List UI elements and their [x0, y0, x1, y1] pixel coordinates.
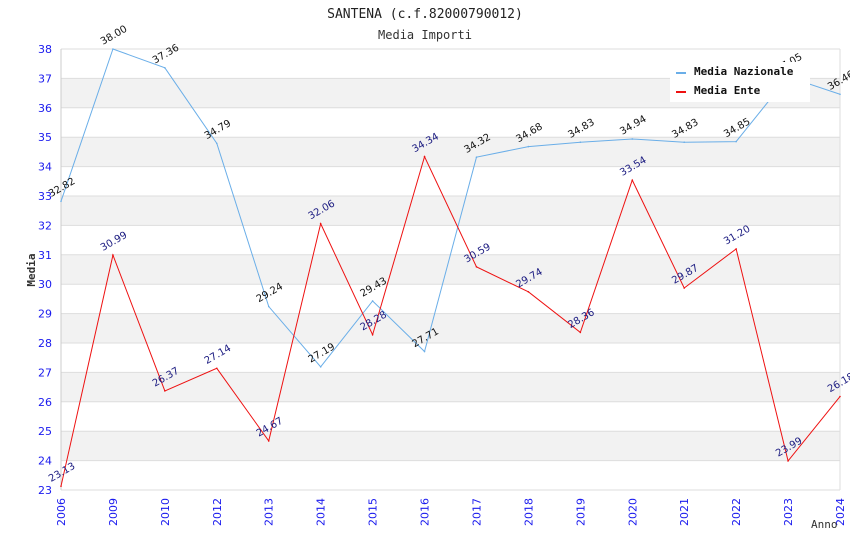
data-point — [164, 67, 166, 69]
data-point — [527, 145, 530, 148]
series-group — [60, 48, 841, 487]
data-point — [423, 350, 426, 353]
data-point — [60, 485, 62, 487]
data-point — [112, 48, 114, 50]
data-point — [112, 254, 114, 256]
y-tick-label: 30 — [38, 278, 52, 291]
legend: Media Nazionale Media Ente — [670, 62, 810, 102]
x-tick-label: 2021 — [678, 498, 691, 526]
legend-swatch-media-nazionale — [676, 72, 686, 74]
band — [61, 343, 840, 373]
band — [61, 372, 840, 402]
y-tick-label: 38 — [38, 43, 52, 56]
chart-subtitle: Media Importi — [378, 28, 472, 42]
data-point — [579, 331, 582, 334]
x-tick-label: 2009 — [107, 498, 120, 526]
series-line-media-nazionale — [60, 48, 841, 368]
data-point — [319, 222, 322, 225]
x-tick-label: 2019 — [574, 498, 587, 526]
data-point — [735, 248, 737, 250]
legend-label-media-nazionale: Media Nazionale — [694, 65, 794, 78]
y-tick-label: 36 — [38, 102, 52, 115]
data-point — [216, 367, 218, 370]
data-point — [579, 141, 582, 143]
x-tick-label: 2006 — [55, 498, 68, 526]
x-tick-label: 2022 — [730, 498, 743, 526]
background-bands — [61, 49, 840, 490]
data-point — [216, 142, 218, 145]
data-point — [787, 460, 789, 462]
x-tick-label: 2015 — [367, 498, 380, 526]
data-point — [423, 155, 426, 158]
data-point — [475, 266, 478, 268]
data-point — [631, 138, 634, 140]
data-point — [683, 287, 685, 289]
series-line-media-ente — [60, 155, 841, 487]
x-tick-label: 2016 — [419, 498, 432, 526]
data-point — [267, 440, 270, 442]
data-point — [371, 333, 374, 336]
data-point — [631, 179, 634, 181]
data-point — [319, 366, 322, 368]
data-point — [839, 395, 841, 398]
x-tick-label: 2020 — [626, 498, 639, 526]
x-tick-label: 2012 — [211, 498, 224, 526]
data-label: 38.00 — [99, 24, 129, 48]
data-point — [371, 300, 374, 302]
x-tick-label: 2017 — [470, 498, 483, 526]
legend-swatch-media-ente — [676, 91, 686, 93]
y-tick-label: 25 — [38, 425, 52, 438]
x-axis-label: Anno — [811, 518, 838, 531]
band — [61, 225, 840, 255]
data-point — [164, 390, 166, 392]
y-tick-label: 37 — [38, 72, 52, 85]
y-tick-label: 35 — [38, 131, 52, 144]
data-point — [735, 140, 737, 143]
data-point — [475, 156, 478, 158]
x-axis-ticks: 2006 2009 2010 2012 2013 2014 2015 2016 2017 2018… — [55, 498, 847, 526]
y-tick-label: 32 — [38, 219, 52, 232]
y-axis-ticks: 23 24 25 26 27 28 29 30 31 32 33 34 35 36 37 38 — [38, 43, 52, 497]
y-tick-label: 27 — [38, 366, 52, 379]
band — [61, 254, 840, 285]
y-tick-label: 31 — [38, 249, 52, 262]
data-point — [60, 200, 62, 203]
data-point — [527, 291, 530, 293]
y-tick-label: 29 — [38, 308, 52, 321]
chart-title: SANTENA (c.f.82000790012) — [327, 7, 523, 22]
x-tick-label: 2023 — [782, 498, 795, 526]
band — [61, 460, 840, 490]
x-tick-label: 2010 — [159, 498, 172, 526]
band — [61, 166, 840, 196]
band — [61, 431, 840, 461]
band — [61, 107, 840, 138]
x-tick-label: 2013 — [263, 498, 276, 526]
y-tick-label: 26 — [38, 396, 52, 409]
y-axis-label: Media — [25, 253, 38, 286]
x-tick-label: 2018 — [522, 498, 535, 526]
band — [61, 401, 840, 432]
band — [61, 313, 840, 343]
x-tick-label: 2024 — [834, 498, 847, 526]
y-tick-label: 28 — [38, 337, 52, 350]
legend-label-media-ente: Media Ente — [694, 84, 761, 97]
x-tick-label: 2014 — [315, 498, 328, 526]
legend-box — [670, 62, 810, 102]
y-tick-label: 24 — [38, 455, 52, 468]
y-tick-label: 34 — [38, 161, 52, 174]
data-point — [683, 141, 685, 143]
band — [61, 284, 840, 314]
data-point — [267, 305, 270, 308]
y-tick-label: 23 — [38, 484, 52, 497]
data-point — [839, 93, 841, 96]
y-tick-label: 33 — [38, 190, 52, 203]
